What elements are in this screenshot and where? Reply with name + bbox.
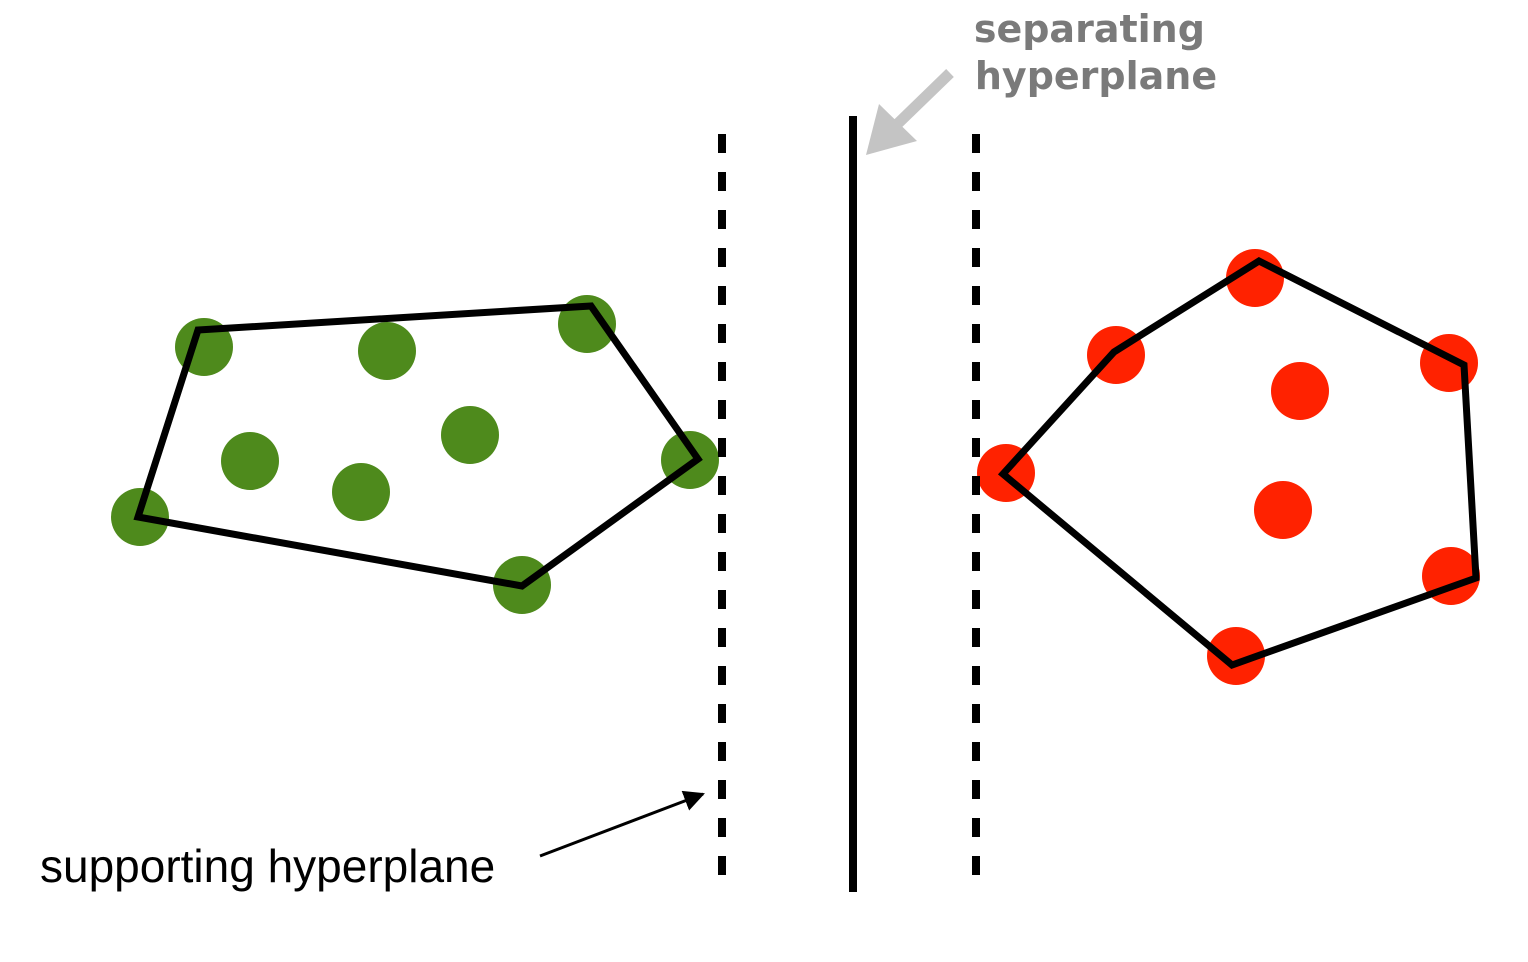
red-point (1420, 334, 1478, 392)
red-point (1271, 362, 1329, 420)
separating-hyperplane-label: separating hyperplane (974, 7, 1218, 98)
separating-label-line1: separating (974, 7, 1205, 51)
green-point (221, 432, 279, 490)
green-point (441, 406, 499, 464)
red-points (977, 249, 1480, 685)
green-convex-hull (133, 302, 703, 590)
supporting-hyperplane-label: supporting hyperplane (40, 840, 495, 892)
red-convex-hull (997, 256, 1480, 669)
red-point (1254, 481, 1312, 539)
green-point (358, 322, 416, 380)
red-point (1207, 627, 1265, 685)
green-point (332, 463, 390, 521)
supporting-arrow-icon (539, 790, 705, 858)
separating-label-line2: hyperplane (975, 54, 1217, 98)
separating-arrow-icon (866, 69, 954, 155)
